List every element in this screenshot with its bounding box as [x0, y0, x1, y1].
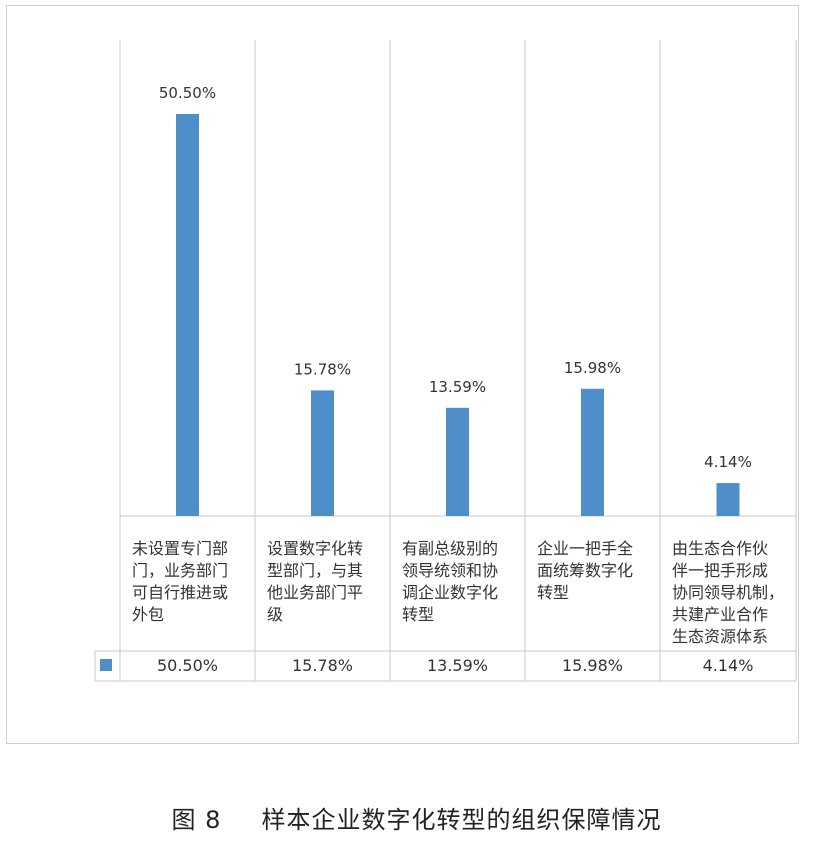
bar-chart: 50.50% 15.78% 13.59% 15.98% 4.14%	[94, 40, 797, 682]
figure-title: 样本企业数字化转型的组织保障情况	[261, 806, 662, 834]
bar-value-label-2: 15.78%	[294, 360, 351, 378]
category-label-line: 领导统领和协	[402, 561, 499, 580]
category-label-line: 未设置专门部	[132, 539, 229, 558]
category-label-line: 生态资源体系	[672, 627, 769, 646]
table-value-4: 15.98%	[561, 656, 623, 675]
category-label-line: 外包	[132, 605, 165, 624]
category-label-line: 门，业务部门	[132, 561, 229, 580]
category-label-line: 转型	[537, 583, 570, 602]
legend-key	[100, 659, 112, 671]
bar-value-label-1: 50.50%	[159, 84, 216, 102]
category-label-line: 他业务部门平	[267, 583, 364, 602]
bar-5	[716, 483, 740, 516]
figure-caption: 图 8 样本企业数字化转型的组织保障情况	[0, 800, 833, 835]
category-label-2: 设置数字化转 型部门，与其 他业务部门平级	[255, 516, 390, 651]
table-value-3: 13.59%	[426, 656, 488, 675]
bar-value-label-4: 15.98%	[564, 359, 621, 377]
category-label-line: 设置数字化转	[267, 539, 364, 558]
bar-value-label-5: 4.14%	[704, 453, 752, 471]
bar-2	[311, 390, 334, 516]
category-label-5: 由生态合作伙 伴一把手形成 协同领导机制， 共建产业合作 生态资源体系	[660, 516, 796, 651]
category-label-line: 型部门，与其	[267, 561, 364, 580]
category-label-line: 转型	[402, 605, 435, 624]
table-value-2: 15.78%	[291, 656, 353, 675]
category-label-4: 企业一把手全 面统筹数字化 转型	[525, 516, 660, 651]
category-label-line: 可自行推进或	[132, 583, 229, 602]
category-label-line: 有副总级别的	[402, 539, 499, 558]
category-label-1: 未设置专门部 门，业务部门 可自行推进或 外包	[120, 516, 255, 651]
category-label-line: 企业一把手全	[537, 539, 634, 558]
bar-4	[581, 388, 604, 516]
category-label-line: 协同领导机制，	[672, 583, 785, 602]
category-label-3: 有副总级别的 领导统领和协 调企业数字化 转型	[390, 516, 525, 651]
bar-value-label-3: 13.59%	[429, 378, 486, 396]
chart-frame	[6, 5, 799, 744]
category-label-line: 由生态合作伙	[672, 539, 769, 558]
category-label-line: 伴一把手形成	[672, 561, 769, 580]
category-label-line: 调企业数字化	[402, 583, 499, 602]
category-label-line: 共建产业合作	[672, 605, 769, 624]
figure-number: 图 8	[171, 806, 222, 834]
table-value-1: 50.50%	[156, 656, 218, 675]
category-label-line: 面统筹数字化	[537, 561, 634, 580]
category-label-line: 级	[267, 605, 284, 624]
bar-1	[176, 114, 199, 516]
bar-3	[446, 407, 469, 516]
table-value-5: 4.14%	[702, 656, 754, 675]
